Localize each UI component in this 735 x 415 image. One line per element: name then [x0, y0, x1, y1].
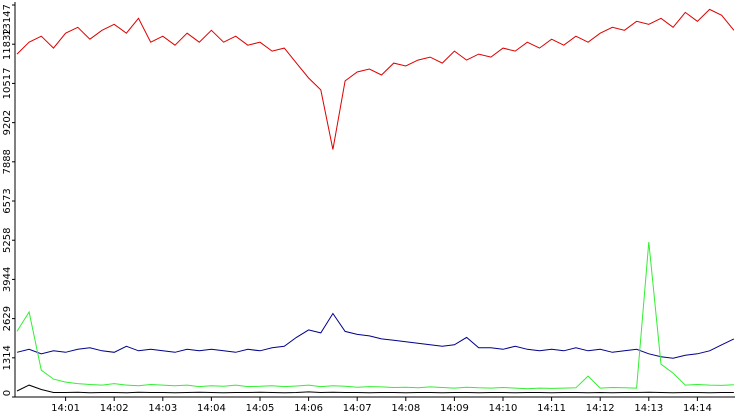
- y-tick-label: 2629: [2, 306, 13, 331]
- x-tick-label: 14:09: [440, 403, 469, 414]
- x-tick-label: 14:08: [391, 403, 420, 414]
- y-tick-label: 0: [2, 390, 13, 396]
- series-line: [16, 241, 734, 390]
- x-tick-label: 14:14: [683, 403, 712, 414]
- y-tick-label: 11832: [2, 28, 13, 60]
- x-tick-label: 14:06: [294, 403, 323, 414]
- y-tick-label: 10517: [2, 68, 13, 100]
- y-tick-label: 9202: [2, 110, 13, 135]
- x-tick-label: 14:01: [51, 403, 80, 414]
- y-tick-label: 5258: [2, 227, 13, 252]
- series-line: [16, 312, 735, 359]
- y-tick-label: 1314: [2, 345, 13, 370]
- series-line: [16, 8, 735, 150]
- x-tick-label: 14:03: [148, 403, 177, 414]
- x-tick-label: 14:04: [197, 403, 226, 414]
- series-line: [16, 384, 734, 394]
- y-tick-label: 7888: [2, 149, 13, 174]
- x-tick-label: 14:11: [537, 403, 566, 414]
- x-tick-label: 14:02: [100, 403, 129, 414]
- x-tick-label: 14:07: [343, 403, 372, 414]
- x-tick-label: 14:10: [489, 403, 518, 414]
- y-tick-label: 6573: [2, 188, 13, 213]
- y-tick-label: 3944: [2, 267, 13, 292]
- x-tick-label: 14:12: [586, 403, 615, 414]
- y-tick-label: 13147: [2, 4, 13, 36]
- x-tick-label: 14:05: [246, 403, 275, 414]
- x-tick-label: 14:13: [634, 403, 663, 414]
